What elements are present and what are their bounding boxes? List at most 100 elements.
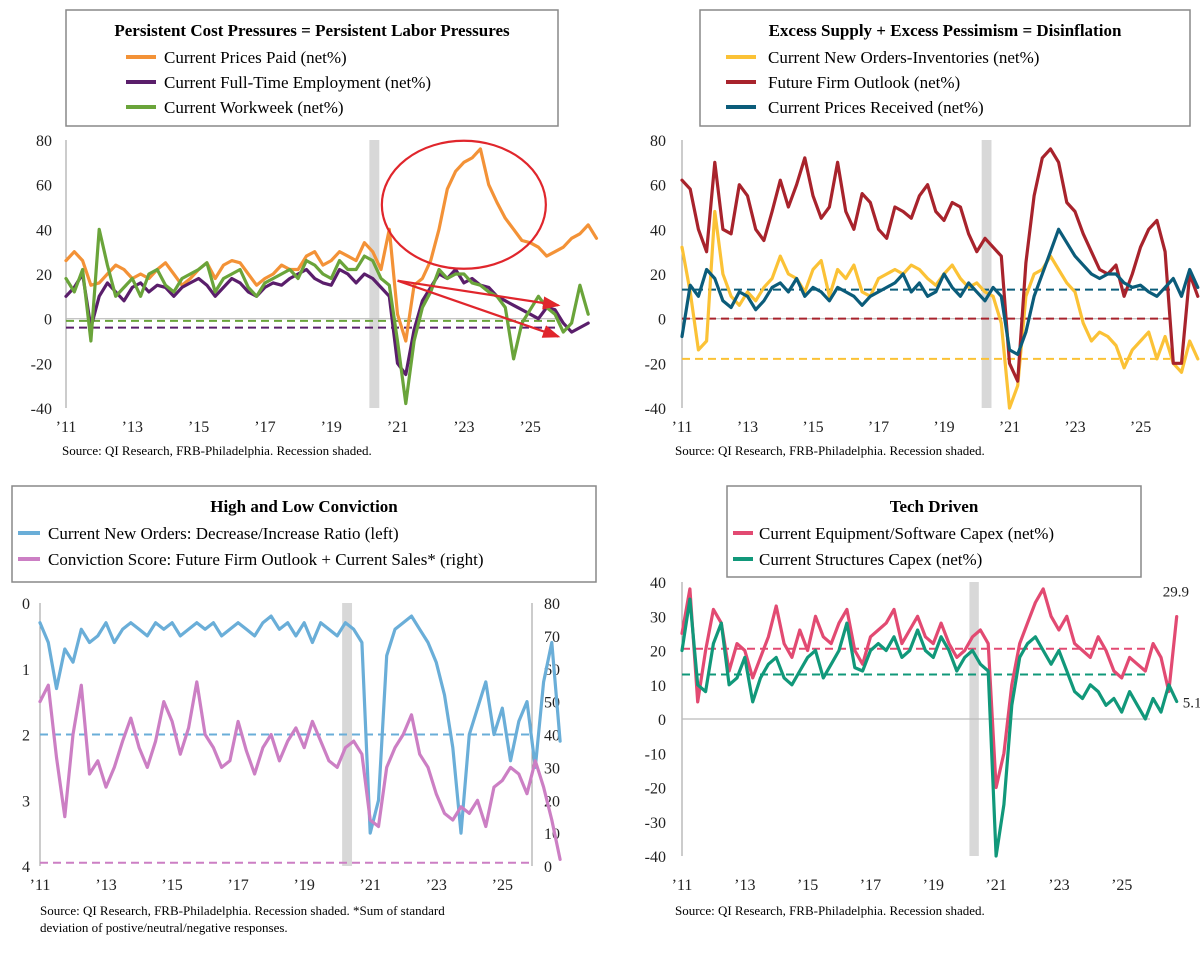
series-line [64, 147, 599, 343]
x-tick-label: ’19 [321, 419, 342, 436]
x-tick-label: ’21 [985, 877, 1006, 894]
chart-panel-disinflation: Excess Supply + Excess Pessimism = Disin… [645, 9, 1200, 458]
y-tick-label-left: 4 [22, 859, 30, 876]
source-note: Source: QI Research, FRB-Philadelphia. R… [62, 443, 372, 458]
legend-label: Future Firm Outlook (net%) [768, 73, 960, 92]
legend-box [11, 485, 597, 583]
chart-title: High and Low Conviction [210, 497, 398, 516]
chart-panel-capex: Tech Driven Current Equipment/Software C… [645, 485, 1200, 918]
y-tick-label-right: 30 [544, 760, 560, 777]
x-tick-label: ’19 [293, 877, 314, 894]
y-tick-label-left: 2 [22, 728, 30, 745]
y-tick-label-left: 0 [22, 596, 30, 613]
x-tick-label: ’17 [860, 877, 881, 894]
y-tick-label: -40 [31, 401, 52, 418]
x-tick-label: ’21 [999, 419, 1020, 436]
y-tick-label: -20 [645, 356, 666, 373]
series-line [680, 597, 1179, 858]
y-tick-label-left: 1 [22, 662, 30, 679]
y-tick-label: 20 [650, 267, 666, 284]
y-tick-label: 20 [36, 267, 52, 284]
x-tick-label: ’13 [122, 419, 143, 436]
y-tick-label: -40 [645, 849, 666, 866]
x-tick-label: ’11 [56, 419, 77, 436]
x-tick-label: ’11 [30, 877, 51, 894]
legend-box [726, 485, 1142, 578]
y-tick-label: 0 [44, 312, 52, 329]
y-tick-label: -30 [645, 815, 666, 832]
y-tick-label: 80 [650, 133, 666, 150]
y-tick-label: -20 [31, 356, 52, 373]
series-line [64, 227, 590, 406]
x-tick-label: ’23 [1064, 419, 1085, 436]
chart-panel-conviction: High and Low Conviction Current New Orde… [11, 485, 597, 935]
x-tick-label: ’17 [868, 419, 889, 436]
x-tick-label: ’21 [387, 419, 408, 436]
series-line [680, 209, 1200, 410]
legend-label: Current Workweek (net%) [164, 98, 344, 117]
source-note: Source: QI Research, FRB-Philadelphia. R… [40, 903, 445, 918]
annotation-arrow [397, 279, 561, 338]
chart-title: Excess Supply + Excess Pessimism = Disin… [769, 21, 1122, 40]
end-value-label: 29.9 [1163, 585, 1189, 601]
y-tick-label: -10 [645, 746, 666, 763]
x-tick-label: ’13 [734, 877, 755, 894]
y-tick-label: 40 [650, 222, 666, 239]
y-tick-label: 40 [650, 575, 666, 592]
y-tick-label: 60 [36, 178, 52, 195]
plot-area: -40 -20 0 20 40 60 80 ’11 ’13 ’15 ’17 ’19 ’21 ’23 ’25 [645, 133, 1200, 436]
y-tick-label: -40 [645, 401, 666, 418]
annotation-arrow [397, 279, 561, 310]
x-tick-label: ’11 [672, 419, 693, 436]
y-tick-label: 10 [650, 678, 666, 695]
y-tick-label: 0 [658, 312, 666, 329]
y-tick-label-right: 0 [544, 859, 552, 876]
source-note: Source: QI Research, FRB-Philadelphia. R… [675, 903, 985, 918]
legend-label: Current Full-Time Employment (net%) [164, 73, 431, 92]
y-tick-label-right: 80 [544, 596, 560, 613]
y-tick-label-right: 70 [544, 629, 560, 646]
x-tick-label: ’17 [254, 419, 275, 436]
y-tick-label-right: 40 [544, 728, 560, 745]
x-tick-label: ’23 [453, 419, 474, 436]
x-tick-label: ’19 [923, 877, 944, 894]
series-line [680, 147, 1200, 383]
recession-shade [981, 140, 992, 408]
source-note: deviation of postive/neutral/negative re… [40, 920, 288, 935]
series-line [680, 587, 1179, 790]
plot-area: -40 -30 -20 -10 0 10 20 30 40 ’11 ’13 ’15 ’17 ’19 ’21 ’… [645, 575, 1200, 894]
x-tick-label: ’19 [933, 419, 954, 436]
y-tick-label: 40 [36, 222, 52, 239]
y-tick-label: 30 [650, 609, 666, 626]
chart-title: Persistent Cost Pressures = Persistent L… [114, 21, 510, 40]
x-tick-label: ’17 [227, 877, 248, 894]
x-tick-label: ’15 [161, 877, 182, 894]
legend-label: Current Structures Capex (net%) [759, 550, 982, 569]
legend-label: Current Prices Received (net%) [768, 98, 984, 117]
legend-label: Current New Orders: Decrease/Increase Ra… [48, 524, 399, 543]
x-tick-label: ’11 [672, 877, 693, 894]
y-tick-label: 0 [658, 712, 666, 729]
x-tick-label: ’23 [426, 877, 447, 894]
x-tick-label: ’15 [797, 877, 818, 894]
legend-label: Conviction Score: Future Firm Outlook + … [48, 550, 483, 569]
chart-panel-labor: Persistent Cost Pressures = Persistent L… [31, 9, 599, 458]
chart-title: Tech Driven [890, 497, 979, 516]
recession-shade [342, 603, 353, 866]
x-tick-label: ’25 [519, 419, 540, 436]
x-tick-label: ’23 [1048, 877, 1069, 894]
x-tick-label: ’15 [188, 419, 209, 436]
y-tick-label: 20 [650, 644, 666, 661]
y-tick-label: 80 [36, 133, 52, 150]
legend-box [699, 9, 1191, 127]
end-value-label: 5.1 [1183, 696, 1200, 712]
series-line [680, 227, 1200, 356]
x-tick-label: ’13 [737, 419, 758, 436]
annotation-ellipse [380, 139, 547, 270]
x-tick-label: ’25 [1130, 419, 1151, 436]
legend-label: Current New Orders-Inventories (net%) [768, 48, 1039, 67]
series-line [38, 680, 562, 862]
series-line [64, 267, 590, 377]
